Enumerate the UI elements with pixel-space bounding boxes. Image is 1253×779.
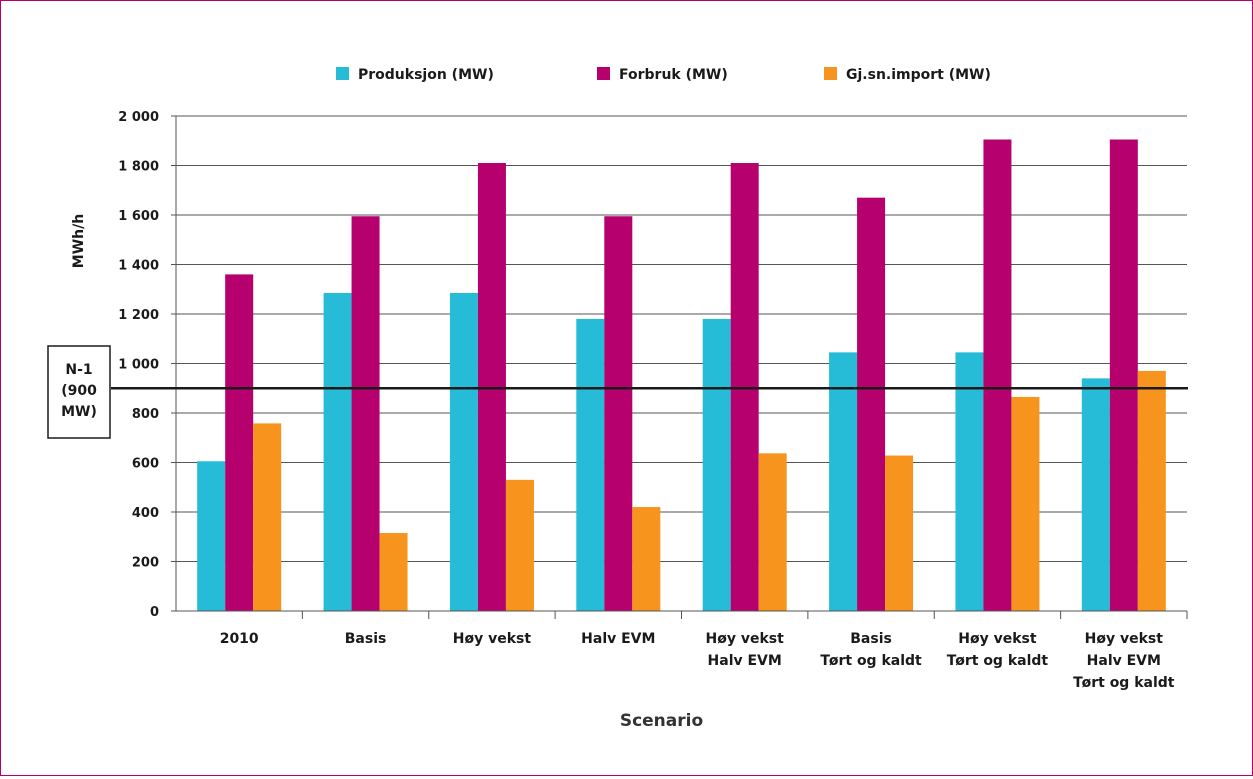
y-tick-labels: 0 200 400 600 800 1 000 1 200 1 400 1 600 1 800 2 …: [118, 110, 159, 620]
reference-label-text: N-1: [65, 362, 92, 378]
x-category-label: Tørt og kaldt: [820, 653, 922, 669]
bar: [197, 461, 226, 611]
bar: [1137, 370, 1166, 611]
x-category-label: Basis: [345, 631, 387, 647]
x-category-label: Høy vekst: [453, 631, 532, 647]
reference-line: N-1 (900 MW): [47, 345, 1188, 439]
bar: [1081, 378, 1110, 611]
y-tick-label: 800: [132, 407, 159, 422]
bar: [857, 197, 886, 612]
y-tick-label: 1 800: [118, 160, 159, 175]
bar: [829, 352, 858, 611]
bar: [702, 318, 731, 611]
legend-label: Produksjon (MW): [358, 67, 494, 83]
reference-label-box: [47, 345, 111, 439]
bar: [449, 292, 478, 611]
x-category-label: Tørt og kaldt: [947, 653, 1049, 669]
bar: [225, 274, 254, 611]
legend: Produksjon (MW) Forbruk (MW) Gj.sn.import …: [336, 67, 991, 83]
legend-swatch: [597, 67, 610, 80]
x-category-label: Halv EVM: [581, 631, 655, 647]
y-axis-label: MWh/h: [71, 214, 87, 268]
x-category-label: Halv EVM: [1087, 653, 1161, 669]
legend-label: Gj.sn.import (MW): [846, 67, 991, 83]
x-axis-label: Scenario: [620, 711, 703, 731]
x-category-label: Basis: [850, 631, 892, 647]
bar: [323, 292, 352, 611]
bar: [955, 352, 984, 611]
y-tick-label: 1 200: [118, 308, 159, 323]
bar: [604, 216, 633, 612]
y-tick-label: 1 000: [118, 358, 159, 373]
legend-label: Forbruk (MW): [619, 67, 728, 83]
legend-swatch: [336, 67, 349, 80]
bar: [1109, 139, 1138, 611]
bar: [885, 455, 914, 611]
x-category-labels: 2010 Basis Høy vekst Halv EVM Høy vekst Halv …: [220, 631, 1175, 691]
y-tick-label: 400: [132, 506, 159, 521]
x-category-label: Halv EVM: [708, 653, 782, 669]
y-tick-label: 1 400: [118, 259, 159, 274]
bar: [758, 453, 787, 611]
y-tick-label: 0: [150, 605, 159, 620]
legend-swatch: [824, 67, 837, 80]
x-category-label: Høy vekst: [958, 631, 1037, 647]
bars: [197, 139, 1166, 612]
bar: [983, 139, 1012, 611]
reference-label-text: MW): [61, 404, 97, 420]
bar: [1011, 396, 1040, 611]
x-category-label: Høy vekst: [706, 631, 785, 647]
bar: [379, 533, 408, 611]
x-category-label: Tørt og kaldt: [1073, 675, 1175, 691]
bar: [632, 507, 661, 611]
y-tick-label: 1 600: [118, 209, 159, 224]
axes: [171, 115, 1188, 619]
bar: [253, 423, 282, 611]
y-tick-label: 2 000: [118, 110, 159, 125]
y-tick-label: 200: [132, 556, 159, 571]
reference-label-text: (900: [61, 383, 97, 399]
bar: [576, 318, 605, 611]
x-category-label: Høy vekst: [1085, 631, 1164, 647]
y-tick-label: 600: [132, 457, 159, 472]
bar: [351, 216, 380, 612]
x-category-label: 2010: [220, 631, 259, 647]
bar: [505, 479, 534, 611]
